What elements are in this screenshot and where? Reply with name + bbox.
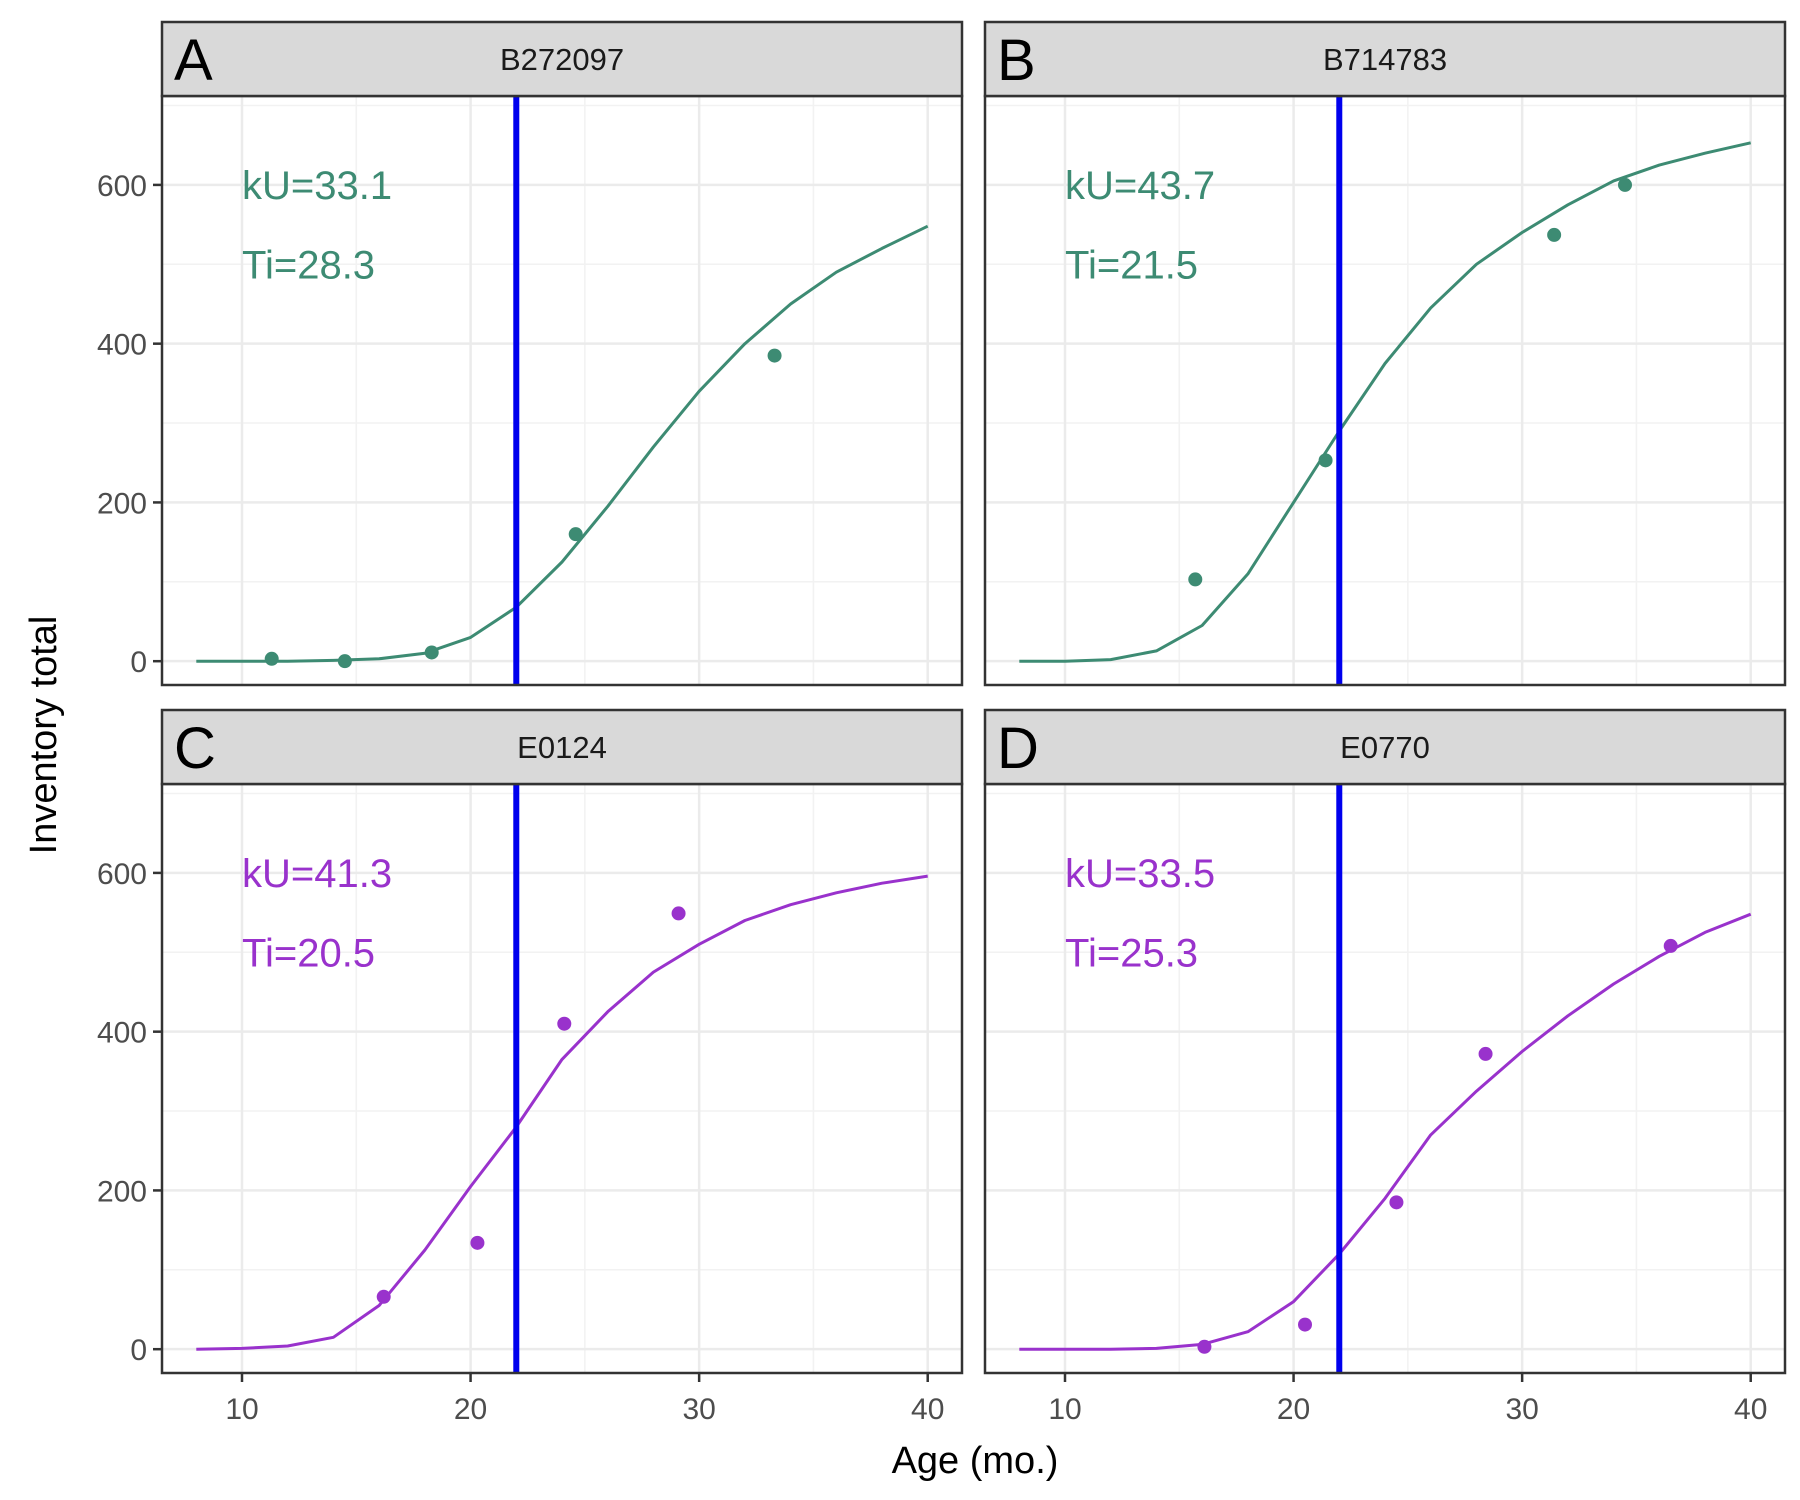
strip-title: B714783 <box>1323 42 1447 77</box>
panel-background <box>985 784 1785 1373</box>
data-point <box>671 906 686 921</box>
strip-background <box>983 20 1787 98</box>
x-tick-label: 10 <box>225 1393 258 1426</box>
data-point <box>1389 1195 1404 1210</box>
y-axis-title: Inventory total <box>23 616 65 855</box>
strip-background <box>160 708 964 786</box>
data-point <box>557 1016 572 1031</box>
y-tick-label: 400 <box>97 1017 147 1050</box>
data-point <box>1318 453 1333 468</box>
data-point <box>376 1289 391 1304</box>
kU-label: kU=33.1 <box>242 164 392 208</box>
panel-d: kU=33.5 Ti=25.3 E0770 D 10 20 30 40 <box>983 708 1787 1426</box>
panel-letter: B <box>997 28 1036 93</box>
strip-title: E0770 <box>1340 730 1430 765</box>
panel-background <box>985 96 1785 685</box>
data-point <box>767 348 782 363</box>
x-tick-label: 20 <box>454 1393 487 1426</box>
panel-b: kU=43.7 Ti=21.5 B714783 B <box>983 20 1787 687</box>
data-point <box>1478 1046 1493 1061</box>
y-tick-label: 600 <box>97 170 147 203</box>
x-tick-label: 40 <box>1734 1393 1767 1426</box>
y-tick-label: 0 <box>130 646 147 679</box>
kU-label: kU=33.5 <box>1065 852 1215 896</box>
y-tick-label: 200 <box>97 1175 147 1208</box>
fitted-curve <box>1019 912 1752 1351</box>
x-axis-title: Age (mo.) <box>892 1440 1059 1482</box>
Ti-label: Ti=28.3 <box>242 243 375 287</box>
strip-title: E0124 <box>517 730 607 765</box>
fitted-curve <box>196 874 928 1351</box>
y-tick-label: 600 <box>97 858 147 891</box>
data-point <box>1618 177 1632 192</box>
data-point <box>1298 1317 1312 1332</box>
y-tick-label: 200 <box>97 487 147 520</box>
strip-background <box>160 20 964 98</box>
x-tick-label: 30 <box>1505 1393 1538 1426</box>
data-point <box>424 645 439 660</box>
panel-a: kU=33.1 Ti=28.3 B272097 A 0 200 400 600 <box>97 20 964 687</box>
x-tick-label: 30 <box>682 1393 715 1426</box>
panel-background <box>162 784 962 1373</box>
fitted-curve <box>196 224 929 663</box>
panel-c: kU=41.3 Ti=20.5 E0124 C 0 200 400 600 10 20 30 40 <box>97 708 964 1426</box>
data-point <box>1547 227 1562 242</box>
panel-letter: A <box>174 28 213 93</box>
fitted-curve <box>1019 141 1752 663</box>
data-point <box>1663 938 1678 953</box>
panel-background <box>162 96 962 685</box>
panel-letter: D <box>997 716 1039 781</box>
data-point <box>337 654 352 669</box>
x-tick-label: 10 <box>1048 1393 1081 1426</box>
Ti-label: Ti=21.5 <box>1065 243 1198 287</box>
data-point <box>568 527 583 542</box>
y-tick-label: 0 <box>130 1334 147 1367</box>
kU-label: kU=41.3 <box>242 852 392 896</box>
strip-title: B272097 <box>500 42 624 77</box>
Ti-label: Ti=25.3 <box>1065 931 1198 975</box>
data-point <box>1188 572 1203 587</box>
x-tick-label: 20 <box>1277 1393 1310 1426</box>
Ti-label: Ti=20.5 <box>242 931 375 975</box>
x-tick-label: 40 <box>911 1393 944 1426</box>
y-tick-label: 400 <box>97 329 147 362</box>
strip-background <box>983 708 1787 786</box>
data-point <box>264 651 279 666</box>
data-point <box>1197 1339 1212 1354</box>
data-point <box>470 1235 485 1250</box>
panel-letter: C <box>174 716 216 781</box>
kU-label: kU=43.7 <box>1065 164 1215 208</box>
